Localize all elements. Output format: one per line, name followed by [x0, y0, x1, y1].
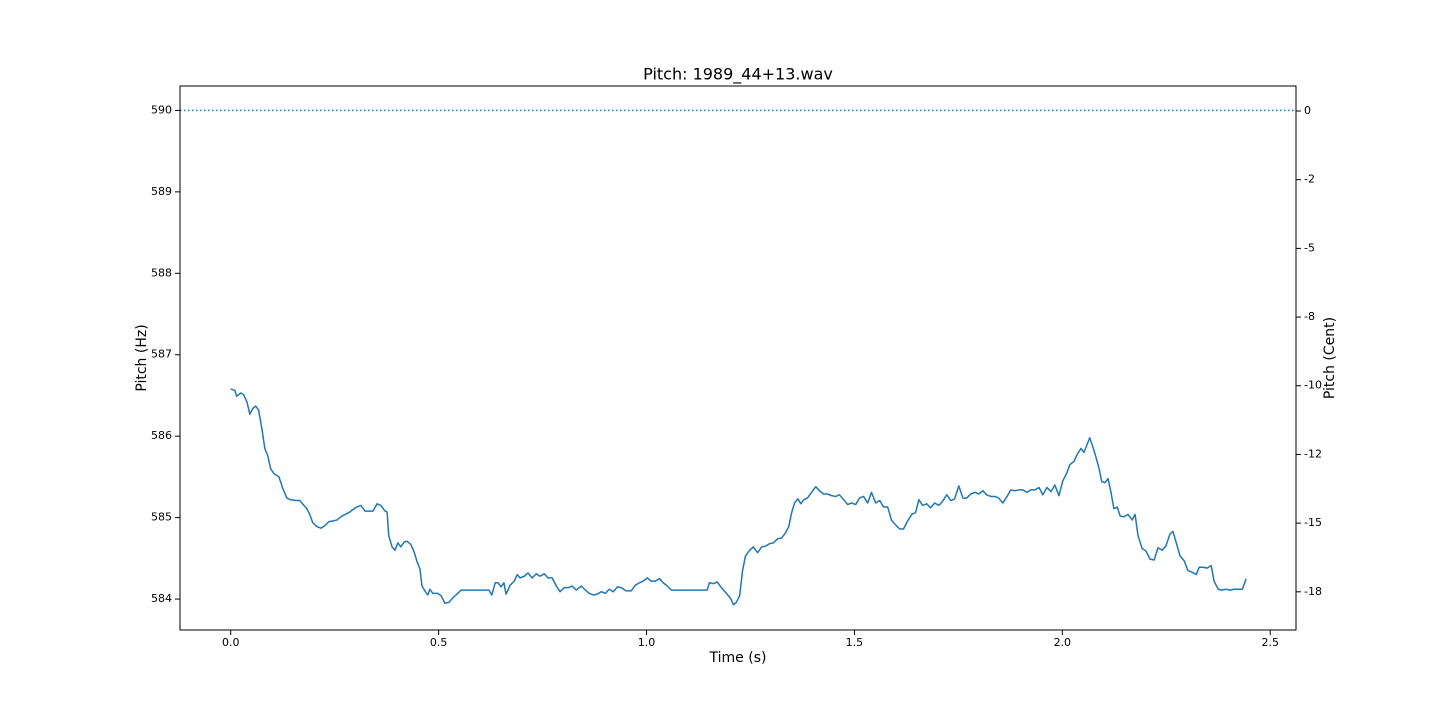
y-tick-label: 585: [151, 511, 172, 524]
x-tick-label: 1.5: [846, 636, 864, 649]
y-tick-label: 586: [151, 429, 172, 442]
y-tick-label: 584: [151, 592, 172, 605]
y2-tick-label: -15: [1304, 516, 1322, 529]
x-tick-label: 1.0: [638, 636, 656, 649]
x-axis-label: Time (s): [709, 650, 767, 666]
y-tick-label: 588: [151, 266, 172, 279]
y2-tick-label: 0: [1304, 104, 1311, 117]
pitch-line: [230, 388, 1247, 606]
y2-tick-label: -2: [1304, 173, 1315, 186]
x-tick-label: 2.5: [1261, 636, 1279, 649]
y-axis-label: Pitch (Hz): [134, 324, 150, 391]
y2-tick-label: -5: [1304, 241, 1315, 254]
y2-tick-label: -8: [1304, 310, 1315, 323]
y2-tick-label: -10: [1304, 379, 1322, 392]
y-tick-label: 589: [151, 185, 172, 198]
chart-title: Pitch: 1989_44+13.wav: [643, 65, 833, 85]
x-tick-label: 2.0: [1054, 636, 1072, 649]
x-tick-label: 0.0: [222, 636, 240, 649]
y-tick-label: 587: [151, 348, 172, 361]
y2-tick-label: -18: [1304, 585, 1322, 598]
y2-tick-label: -12: [1304, 447, 1322, 460]
plot-frame: [179, 85, 1297, 631]
x-tick-label: 0.5: [430, 636, 448, 649]
y2-axis-label: Pitch (Cent): [1322, 317, 1338, 399]
y-tick-label: 590: [151, 103, 172, 116]
